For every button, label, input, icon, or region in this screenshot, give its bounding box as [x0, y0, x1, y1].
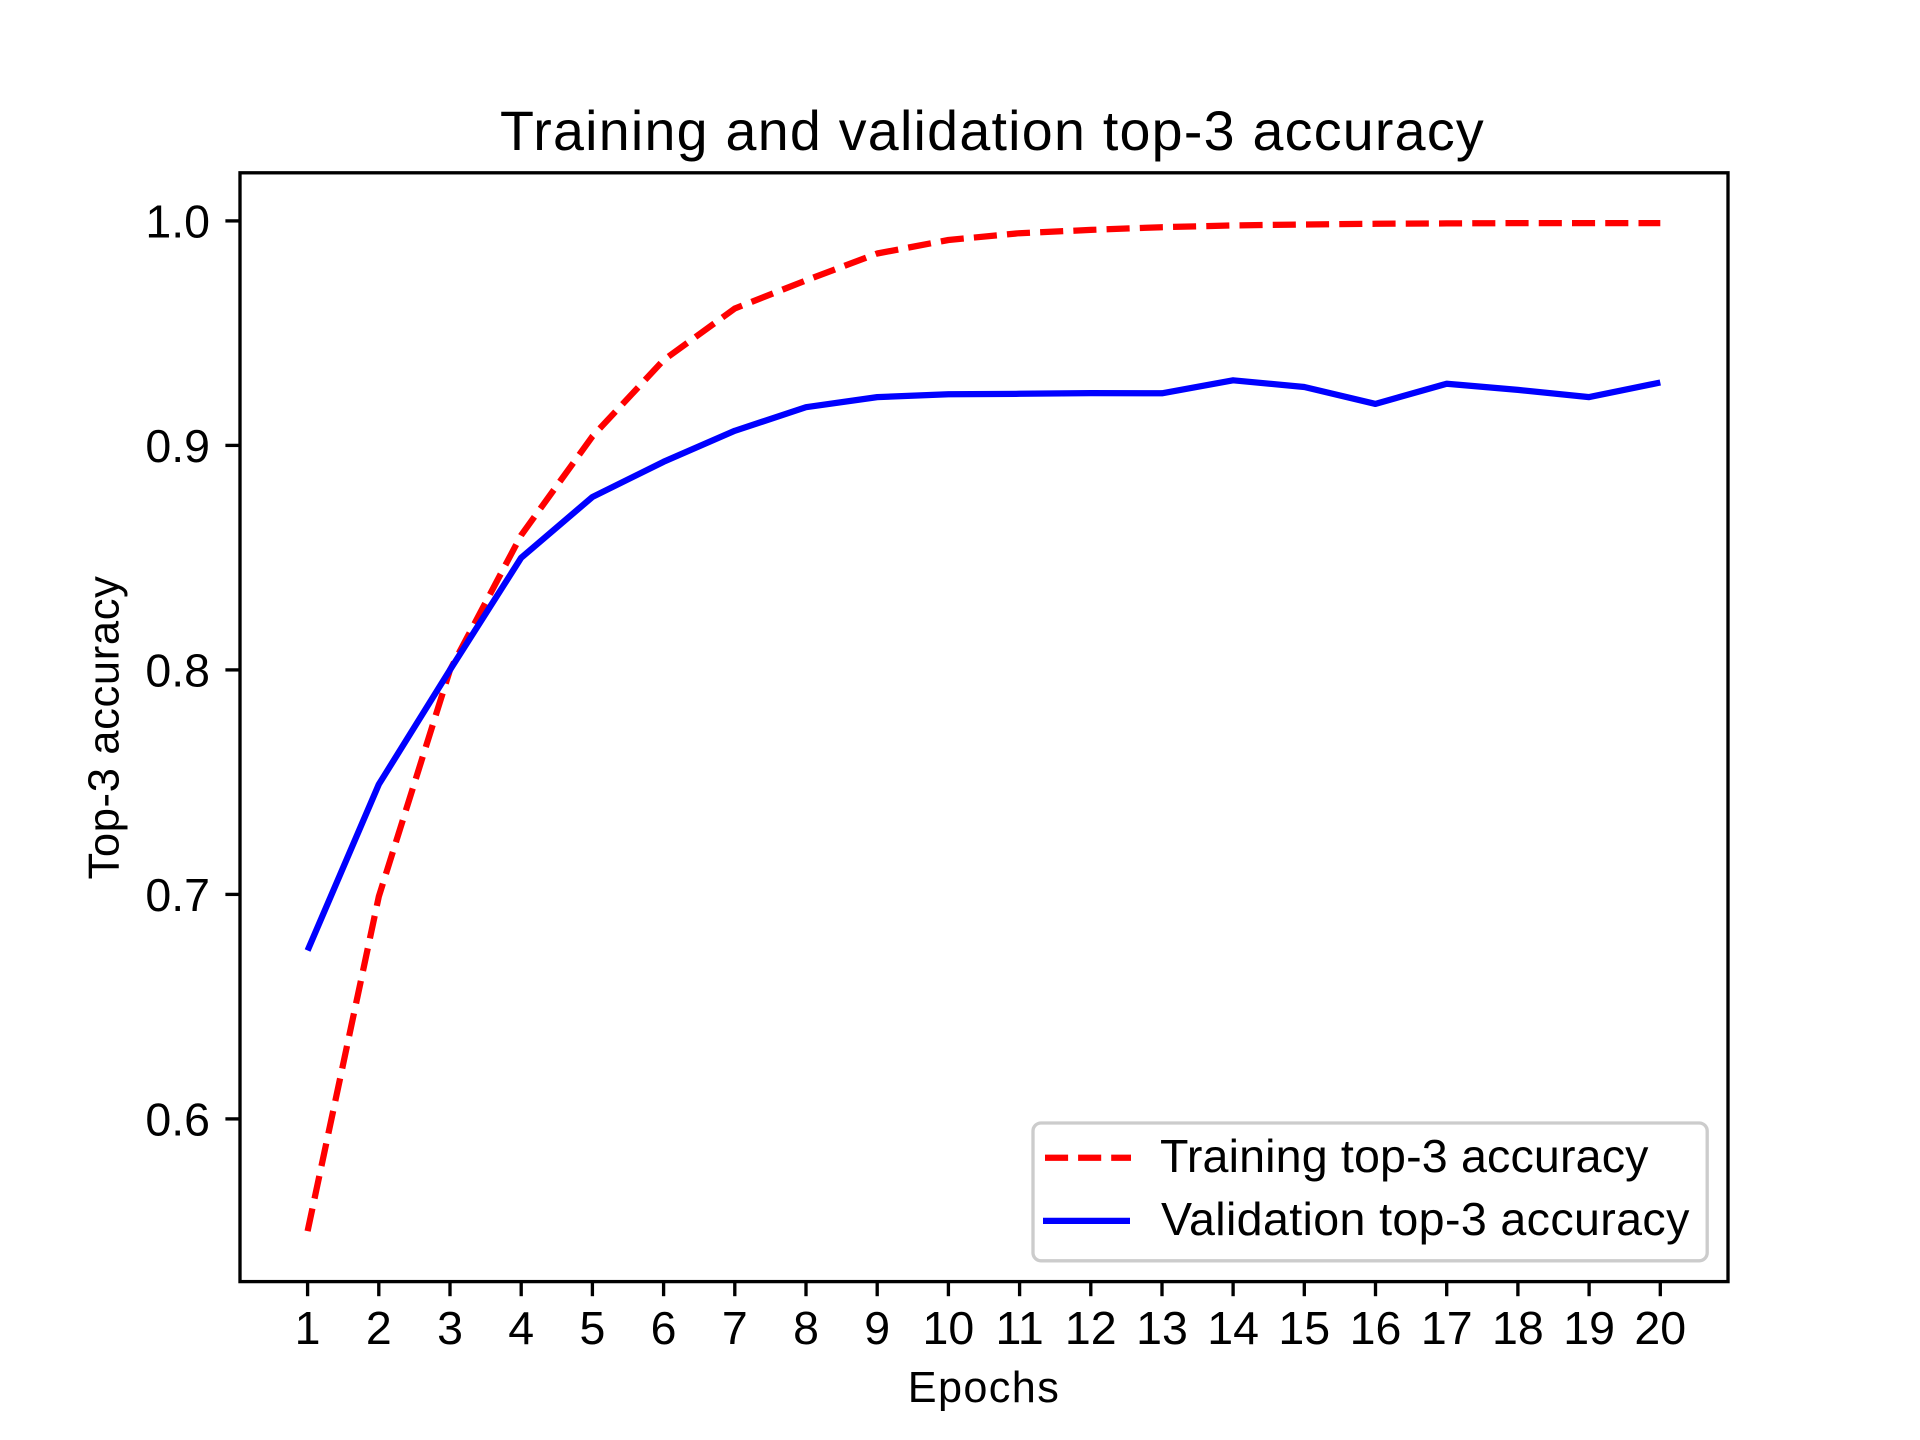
svg-text:15: 15: [1278, 1302, 1330, 1354]
svg-text:0.8: 0.8: [145, 645, 210, 697]
svg-text:16: 16: [1350, 1302, 1402, 1354]
svg-text:18: 18: [1492, 1302, 1544, 1354]
svg-text:7: 7: [722, 1302, 748, 1354]
svg-text:2: 2: [366, 1302, 392, 1354]
svg-text:1.0: 1.0: [145, 196, 210, 248]
svg-text:Top-3 accuracy: Top-3 accuracy: [80, 575, 128, 879]
svg-text:13: 13: [1136, 1302, 1188, 1354]
svg-text:12: 12: [1065, 1302, 1117, 1354]
svg-text:Training top-3 accuracy: Training top-3 accuracy: [1160, 1130, 1649, 1182]
svg-text:Training and validation top-3: Training and validation top-3 accuracy: [500, 100, 1485, 162]
svg-text:20: 20: [1634, 1302, 1686, 1354]
svg-text:3: 3: [437, 1302, 463, 1354]
svg-text:0.6: 0.6: [145, 1094, 210, 1146]
svg-text:8: 8: [793, 1302, 819, 1354]
svg-text:10: 10: [923, 1302, 975, 1354]
svg-text:0.9: 0.9: [145, 420, 210, 472]
svg-text:17: 17: [1421, 1302, 1473, 1354]
svg-text:19: 19: [1563, 1302, 1615, 1354]
svg-text:11: 11: [995, 1302, 1043, 1354]
svg-text:4: 4: [508, 1302, 534, 1354]
svg-text:1: 1: [295, 1302, 321, 1354]
svg-text:14: 14: [1207, 1302, 1259, 1354]
svg-text:9: 9: [864, 1302, 890, 1354]
svg-text:5: 5: [579, 1302, 605, 1354]
svg-text:Validation top-3 accuracy: Validation top-3 accuracy: [1161, 1193, 1690, 1245]
svg-text:6: 6: [651, 1302, 677, 1354]
svg-text:0.7: 0.7: [145, 869, 210, 921]
svg-text:Epochs: Epochs: [908, 1364, 1060, 1412]
